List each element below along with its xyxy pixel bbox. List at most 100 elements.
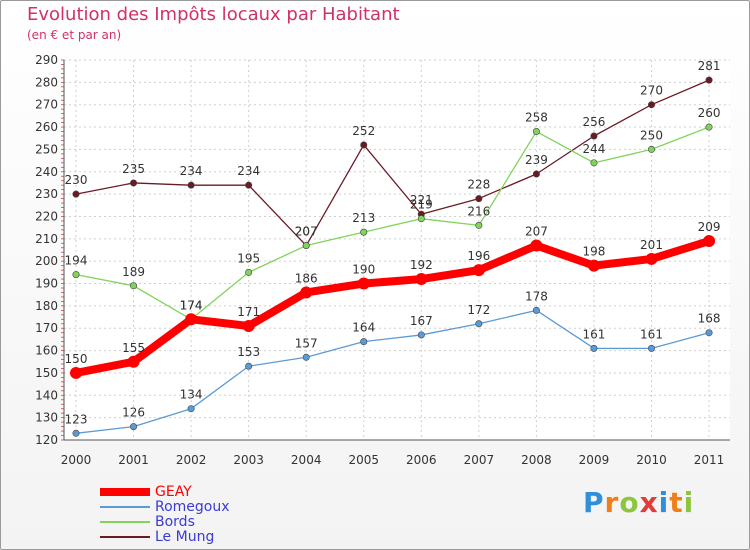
data-point: [705, 329, 713, 337]
legend-swatch: [100, 521, 150, 523]
data-label: 281: [698, 59, 721, 73]
legend-label: Romegoux: [155, 499, 230, 515]
data-label: 123: [65, 412, 88, 426]
data-label: 230: [65, 173, 88, 187]
y-tick-label: 280: [35, 75, 58, 89]
data-label: 189: [122, 265, 145, 279]
data-point: [532, 306, 540, 314]
data-point: [590, 159, 598, 167]
data-point: [703, 235, 716, 248]
y-tick-label: 210: [35, 232, 58, 246]
logo-letter: t: [669, 486, 684, 519]
data-label: 196: [467, 249, 490, 263]
data-point: [415, 273, 428, 286]
data-label: 168: [698, 312, 721, 326]
series-line-romegoux: [75, 309, 710, 434]
x-tick-label: 2008: [521, 453, 552, 467]
legend-label: Le Mung: [155, 529, 215, 545]
x-tick-label: 2002: [176, 453, 207, 467]
data-label: 157: [295, 336, 318, 350]
data-point: [242, 320, 255, 332]
logo-letter: i: [658, 486, 670, 519]
data-label: 161: [582, 327, 605, 341]
data-label: 195: [237, 251, 260, 265]
y-tick-label: 230: [35, 187, 58, 201]
y-tick-label: 150: [35, 366, 58, 380]
logo-letter: i: [683, 486, 695, 519]
data-point: [187, 405, 195, 413]
data-label: 207: [295, 225, 318, 239]
legend-label: GEAY: [155, 484, 192, 500]
data-point: [472, 264, 485, 277]
data-point: [245, 268, 253, 276]
data-label: 178: [525, 289, 548, 303]
data-label: 153: [237, 345, 260, 359]
data-point: [590, 344, 598, 352]
data-label: 260: [698, 106, 721, 120]
data-label: 194: [65, 254, 88, 268]
y-tick-label: 160: [35, 344, 58, 358]
plot-area: [64, 60, 730, 440]
data-point: [127, 355, 140, 368]
data-point: [647, 145, 655, 153]
data-point: [72, 429, 80, 437]
data-label: 172: [467, 303, 490, 317]
y-tick-label: 270: [35, 98, 58, 112]
x-tick-label: 2003: [233, 453, 264, 467]
data-label: 171: [237, 305, 260, 319]
chart-title: Evolution des Impôts locaux par Habitant: [27, 4, 400, 25]
legend-swatch: [100, 488, 150, 496]
data-label: 155: [122, 341, 145, 355]
data-point: [530, 239, 543, 252]
data-label: 209: [698, 220, 721, 234]
chart-subtitle: (en € et par an): [27, 28, 122, 42]
y-tick-label: 260: [35, 120, 58, 134]
data-label: 192: [410, 258, 433, 272]
data-point: [72, 190, 80, 198]
x-tick-label: 2004: [291, 453, 322, 467]
y-tick-label: 130: [35, 411, 58, 425]
data-label: 270: [640, 84, 663, 98]
data-label: 126: [122, 406, 145, 420]
data-label: 213: [352, 211, 375, 225]
logo-letter: P: [583, 486, 605, 519]
x-tick-label: 2009: [579, 453, 610, 467]
data-point: [645, 252, 658, 265]
data-point: [475, 320, 483, 328]
data-label: 161: [640, 327, 663, 341]
data-label: 234: [180, 164, 203, 178]
data-label: 235: [122, 162, 145, 176]
data-point: [185, 313, 198, 326]
data-label: 164: [352, 321, 375, 335]
data-point: [532, 128, 540, 136]
data-point: [360, 228, 368, 236]
data-label: 234: [237, 164, 260, 178]
data-point: [532, 170, 540, 178]
data-point: [70, 366, 82, 379]
data-point: [417, 215, 425, 223]
data-label: 228: [467, 178, 490, 192]
logo-letter: r: [604, 486, 620, 519]
y-tick-label: 240: [35, 165, 58, 179]
data-point: [360, 338, 368, 346]
data-point: [245, 362, 253, 370]
data-label: 239: [525, 153, 548, 167]
x-tick-label: 2010: [636, 453, 667, 467]
data-point: [647, 344, 655, 352]
data-label: 250: [640, 128, 663, 142]
y-tick-label: 250: [35, 142, 58, 156]
data-label: 221: [410, 193, 433, 207]
series-line-le-mung: [75, 79, 710, 247]
y-tick-label: 290: [35, 53, 58, 67]
x-tick-label: 2006: [406, 453, 437, 467]
data-point: [647, 101, 655, 109]
data-label: 198: [582, 245, 605, 259]
data-label: 150: [65, 352, 88, 366]
data-label: 186: [295, 271, 318, 285]
x-tick-label: 2007: [464, 453, 495, 467]
data-point: [357, 277, 370, 290]
data-point: [475, 221, 483, 229]
data-point: [587, 259, 600, 272]
data-point: [302, 353, 310, 361]
y-tick-label: 170: [35, 321, 58, 335]
